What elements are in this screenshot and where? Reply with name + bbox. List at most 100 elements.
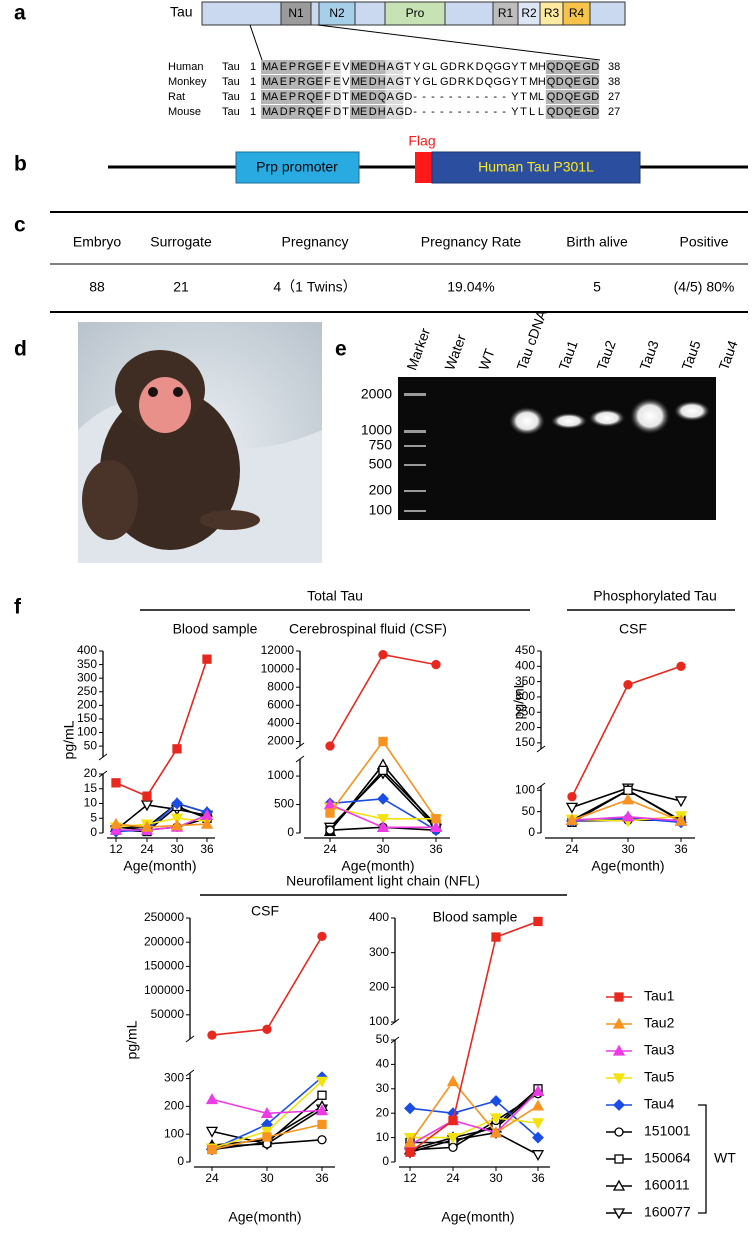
- y-tick-label: 200: [515, 720, 535, 734]
- legend-marker: [612, 1073, 626, 1085]
- start: 1: [250, 91, 256, 103]
- chart-title: Blood sample: [173, 621, 258, 637]
- y-tick-label: 50: [84, 738, 98, 752]
- y-axis-label: pg/mL: [61, 720, 77, 759]
- point: [448, 1142, 458, 1153]
- point: [565, 802, 579, 814]
- point: [490, 1095, 502, 1107]
- y-tick-label: 0: [382, 1154, 389, 1168]
- table-header: Embryo: [73, 234, 121, 250]
- point: [448, 1115, 458, 1126]
- promoter-box: [235, 151, 360, 184]
- series-line: [115, 658, 208, 798]
- point: [317, 1119, 327, 1130]
- series: [565, 793, 688, 826]
- flag-label: Flag: [408, 133, 435, 149]
- y-tick-label: 10: [376, 1130, 390, 1144]
- y-tick-label: 200: [77, 698, 97, 712]
- sequence: MAEPRGEFEVMEDHAGTYGLGDRKDQGGYTMHQDQEGD: [262, 76, 599, 88]
- point: [172, 744, 182, 754]
- point: [202, 654, 212, 664]
- x-tick-label: 24: [565, 842, 579, 856]
- x-tick-label: 24: [446, 1171, 460, 1185]
- x-axis-label: Age(month): [591, 858, 664, 874]
- x-tick-label: 36: [315, 1171, 329, 1185]
- point: [621, 793, 635, 805]
- domain: [318, 1, 356, 26]
- point: [205, 1126, 219, 1138]
- series: [323, 798, 443, 832]
- start: 1: [250, 106, 256, 118]
- domain-label: N2: [329, 6, 345, 20]
- domain: [562, 1, 591, 26]
- axis-break: [98, 753, 108, 761]
- point: [431, 659, 441, 670]
- axis-break: [536, 782, 546, 790]
- series: [405, 916, 543, 1157]
- y-tick-label: 250000: [144, 910, 184, 924]
- legend-label: Tau5: [644, 1069, 675, 1085]
- point: [567, 792, 577, 802]
- conserved-highlight: [385, 90, 404, 104]
- x-axis-label: Age(month): [441, 1209, 514, 1225]
- point: [325, 741, 335, 751]
- series: [207, 1119, 327, 1155]
- point: [317, 931, 327, 942]
- series-line: [409, 920, 539, 1153]
- series-line: [211, 935, 323, 1036]
- y-tick-label: 150: [515, 735, 535, 749]
- lane-label: Tau5: [678, 338, 703, 372]
- axis-break: [185, 1069, 195, 1077]
- conserved-highlight: [385, 105, 404, 119]
- y-tick-label: 100: [77, 725, 97, 739]
- y-tick-label: 300: [515, 689, 535, 703]
- series-line: [409, 1080, 539, 1143]
- conserved-highlight: [261, 90, 324, 104]
- sequence: MAEPRGEFEVMEDHAGTYGLGDRKDQGGYTMHQDQEGD: [262, 61, 599, 73]
- y-tick-label: 300: [77, 670, 97, 684]
- point: [533, 916, 543, 927]
- point: [207, 1030, 217, 1040]
- point: [200, 817, 214, 829]
- sequence: MAEPRQEFDTMEDQAGD-----------YTMLQDQEGD: [262, 91, 599, 103]
- conserved-highlight: [261, 60, 324, 74]
- conserved-highlight: [385, 60, 404, 74]
- table-header: Pregnancy: [282, 234, 349, 250]
- point: [260, 1106, 274, 1118]
- table-header: Pregnancy Rate: [421, 234, 522, 250]
- table-cell: 88: [89, 279, 105, 295]
- y-tick-label: 200000: [144, 934, 184, 948]
- point: [109, 823, 123, 835]
- group-header: Phosphorylated Tau: [593, 588, 717, 604]
- point: [405, 1147, 415, 1157]
- x-axis-label: Age(month): [123, 858, 196, 874]
- conserved-highlight: [350, 75, 386, 89]
- end: 38: [608, 61, 620, 73]
- y-tick-label: 200: [164, 1099, 184, 1113]
- legend-label: 150064: [644, 1150, 691, 1166]
- y-tick-label: 40: [376, 1057, 390, 1071]
- point: [491, 932, 501, 942]
- y-tick-label: 400: [515, 658, 535, 672]
- domain: [280, 1, 312, 26]
- protein: Tau: [222, 91, 240, 103]
- y-tick-label: 100000: [144, 983, 184, 997]
- y-tick-label: 10000: [261, 661, 295, 675]
- legend-label: Tau1: [644, 988, 675, 1004]
- point: [142, 791, 152, 801]
- lane-label: Tau1: [555, 338, 580, 372]
- point: [531, 1099, 545, 1111]
- x-tick-label: 30: [260, 1171, 274, 1185]
- end: 27: [608, 91, 620, 103]
- point: [376, 820, 390, 832]
- y-tick-label: 20: [84, 766, 98, 780]
- conserved-highlight: [261, 75, 324, 89]
- series-line: [115, 823, 208, 828]
- panel-label: c: [14, 214, 26, 237]
- legend-label: 160077: [644, 1204, 691, 1220]
- y-tick-label: 5: [90, 810, 97, 824]
- point: [140, 820, 154, 832]
- group-header: Total Tau: [307, 588, 363, 604]
- y-tick-label: 250: [515, 704, 535, 718]
- conserved-highlight: [323, 75, 342, 89]
